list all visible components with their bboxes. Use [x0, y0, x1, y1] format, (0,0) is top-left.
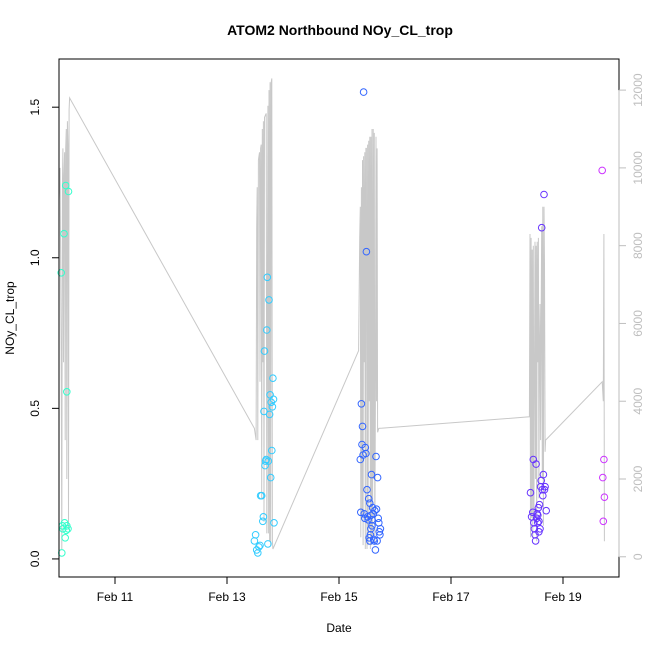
data-point [264, 457, 273, 465]
data-point [358, 422, 367, 431]
data-point [63, 388, 71, 396]
y2-tick-label: 12000 [631, 73, 645, 107]
x-tick-label: Feb 15 [320, 590, 358, 604]
x-tick-label: Feb 11 [97, 590, 134, 604]
data-point [359, 88, 368, 96]
data-point [61, 534, 69, 542]
data-point [540, 190, 548, 199]
data-point [364, 494, 373, 503]
data-point [61, 181, 70, 190]
y2-tick-label: 10000 [631, 151, 645, 185]
data-point [62, 526, 71, 535]
data-point [264, 540, 272, 548]
data-point [599, 517, 608, 526]
data-point [540, 485, 549, 494]
data-point [371, 546, 380, 554]
data-point [539, 470, 548, 479]
data-point [526, 488, 535, 497]
data-point [256, 541, 264, 550]
y2-tick-label: 6000 [631, 310, 645, 337]
altitude-line-layer [58, 78, 605, 550]
data-point [600, 455, 608, 464]
data-point [269, 395, 278, 404]
y2-axis: 0 2000 4000 6000 8000 10000 12000 [618, 73, 645, 560]
x-tick-label: Feb 17 [432, 590, 470, 604]
data-point [363, 485, 371, 494]
data-point [250, 537, 259, 545]
data-point [263, 273, 272, 282]
data-point [541, 482, 549, 491]
data-point [265, 410, 274, 419]
data-point [266, 473, 275, 482]
data-point [535, 500, 544, 509]
x-tick-label: Feb 13 [208, 590, 246, 604]
data-point [371, 506, 379, 515]
data-point [268, 403, 277, 411]
data-point [362, 449, 370, 458]
y2-tick-label: 4000 [631, 388, 645, 415]
data-point [531, 537, 540, 545]
data-point [357, 400, 366, 408]
data-point [362, 247, 371, 256]
y2-tick-label: 0 [631, 553, 645, 560]
y-tick-label: 1.5 [28, 99, 42, 116]
y-tick-label: 0.0 [28, 550, 42, 567]
x-axis-label: Date [326, 621, 352, 635]
data-point [367, 470, 376, 479]
data-point [599, 473, 607, 482]
data-point [260, 347, 269, 355]
data-point [367, 511, 375, 520]
data-point [376, 531, 384, 539]
y-axis-label: NOy_CL_trop [3, 281, 17, 355]
data-point [376, 525, 385, 533]
altitude-line [58, 78, 605, 550]
data-point [372, 505, 381, 514]
data-point [373, 473, 382, 482]
data-point [251, 531, 260, 539]
y-axis: 0.0 0.5 1.0 1.5 [28, 99, 60, 567]
data-point [368, 516, 376, 524]
data-point [372, 452, 380, 461]
x-tick-label: Feb 19 [544, 590, 582, 604]
data-point [535, 528, 543, 536]
data-point [268, 446, 276, 455]
data-point [64, 525, 72, 533]
data-point [270, 519, 278, 527]
data-point [370, 537, 379, 545]
y2-tick-label: 2000 [631, 465, 645, 492]
data-point [269, 374, 277, 383]
data-point [535, 517, 543, 526]
data-point [259, 517, 267, 526]
data-point [361, 443, 370, 452]
data-point [368, 522, 376, 530]
data-point [598, 166, 607, 175]
y-tick-label: 0.5 [28, 400, 42, 417]
data-point [259, 513, 268, 521]
data-point [64, 187, 73, 196]
data-point [265, 296, 273, 304]
data-point [537, 223, 546, 232]
data-point [255, 543, 263, 551]
data-point [262, 455, 271, 464]
data-point [532, 460, 540, 468]
data-point [534, 519, 542, 527]
y2-tick-label: 8000 [631, 232, 645, 259]
data-point [600, 493, 609, 502]
data-point [357, 508, 365, 517]
data-point [257, 491, 266, 500]
x-axis: Feb 11 Feb 13 Feb 15 Feb 17 Feb 19 [97, 576, 582, 604]
data-point [366, 499, 374, 508]
data-points [57, 88, 609, 557]
data-point [60, 229, 68, 238]
data-point [373, 537, 381, 545]
data-point [542, 506, 551, 515]
data-point [263, 326, 271, 334]
data-point [57, 269, 66, 277]
y-tick-label: 1.0 [28, 249, 42, 266]
chart-title: ATOM2 Northbound NOy_CL_trop [227, 22, 453, 38]
